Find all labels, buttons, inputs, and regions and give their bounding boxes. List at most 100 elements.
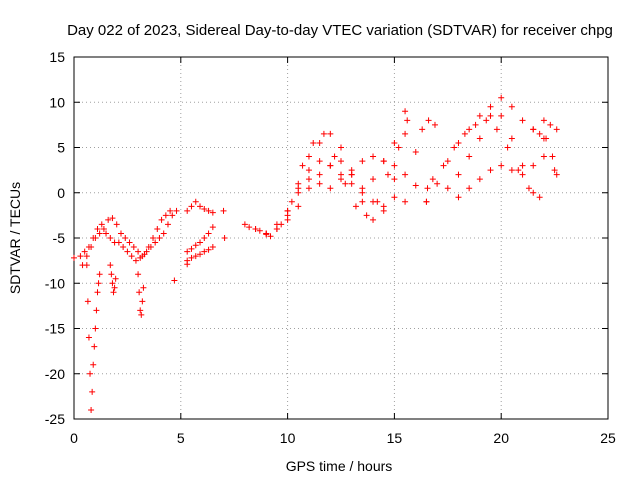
data-point [412, 149, 419, 156]
data-point [112, 275, 119, 282]
data-point [402, 108, 409, 115]
data-point [536, 130, 543, 137]
data-point [508, 103, 515, 110]
data-point [167, 207, 174, 214]
data-point [171, 277, 178, 284]
data-point [136, 289, 143, 296]
data-point [95, 280, 102, 287]
data-point [91, 343, 98, 350]
data-point [380, 207, 387, 214]
series-drop-mid-b [135, 271, 147, 318]
data-point [466, 185, 473, 192]
data-point [188, 254, 195, 261]
data-point [273, 225, 280, 232]
data-point [154, 225, 161, 232]
series-arc-late-a [423, 103, 537, 205]
data-point [284, 207, 291, 214]
data-point [327, 185, 334, 192]
x-tick-label: 20 [493, 430, 509, 446]
data-point [209, 224, 216, 231]
data-point [81, 248, 88, 255]
data-point [370, 153, 377, 160]
data-point [316, 180, 323, 187]
y-tick-label: -15 [45, 321, 65, 337]
data-point [256, 227, 263, 234]
y-tick-label: 0 [57, 185, 65, 201]
data-point [105, 216, 112, 223]
data-point [162, 212, 169, 219]
data-point [267, 233, 274, 240]
series-arc-early-a [71, 207, 174, 264]
data-point [425, 117, 432, 124]
data-point [338, 176, 344, 183]
x-tick-label: 5 [177, 430, 185, 446]
x-tick-label: 0 [70, 430, 78, 446]
y-tick-label: 5 [57, 140, 65, 156]
data-point [519, 117, 526, 124]
data-point [466, 153, 473, 160]
data-point [110, 289, 117, 296]
data-point [111, 284, 118, 291]
data-point [483, 117, 490, 124]
data-point [128, 253, 135, 260]
data-point [461, 130, 468, 137]
data-point [504, 144, 511, 151]
data-point [305, 176, 312, 183]
data-point [519, 171, 526, 178]
data-point [188, 245, 195, 252]
series-drop-mid-a [107, 262, 119, 296]
data-point [540, 117, 547, 124]
series-arc-main-e [273, 158, 409, 232]
data-point [487, 103, 494, 110]
data-point [384, 171, 391, 178]
data-point [519, 162, 526, 169]
data-point [429, 176, 436, 183]
series-arc-late-f [530, 126, 560, 178]
data-point [487, 167, 494, 174]
data-point [348, 180, 355, 187]
data-point [515, 167, 522, 174]
data-point [305, 185, 312, 192]
series-arc-late-g [540, 117, 560, 133]
data-point [92, 235, 99, 241]
data-point [220, 207, 227, 214]
data-point [197, 203, 204, 210]
data-point [508, 167, 515, 174]
data-point [551, 167, 558, 174]
series-arc-5-7-a [184, 198, 216, 216]
data-point [331, 153, 338, 160]
data-point [140, 284, 147, 291]
data-point [241, 221, 248, 228]
data-point [103, 230, 110, 237]
data-point [404, 117, 411, 124]
data-point [476, 135, 483, 142]
series-arc-main-c [252, 108, 409, 238]
data-point [472, 121, 479, 128]
data-point [107, 262, 114, 269]
data-point [87, 370, 94, 377]
data-point [135, 248, 142, 255]
data-point [135, 271, 142, 278]
data-point [246, 224, 253, 231]
data-point [192, 242, 199, 249]
data-point [412, 182, 419, 189]
data-point [327, 130, 334, 137]
data-point [431, 121, 438, 128]
data-point [498, 112, 505, 119]
data-point [143, 248, 150, 255]
data-point [536, 194, 543, 201]
series-arc-late-e [412, 117, 438, 156]
data-point [109, 215, 116, 222]
data-marks [71, 94, 560, 413]
data-point [359, 158, 366, 165]
data-point [549, 153, 556, 160]
data-point [370, 176, 377, 183]
data-point [440, 162, 447, 169]
data-point [209, 244, 216, 251]
series-arc-main-b [246, 117, 411, 240]
data-point [295, 189, 302, 196]
data-point [93, 307, 100, 314]
data-point [487, 112, 494, 119]
data-point [476, 176, 483, 183]
